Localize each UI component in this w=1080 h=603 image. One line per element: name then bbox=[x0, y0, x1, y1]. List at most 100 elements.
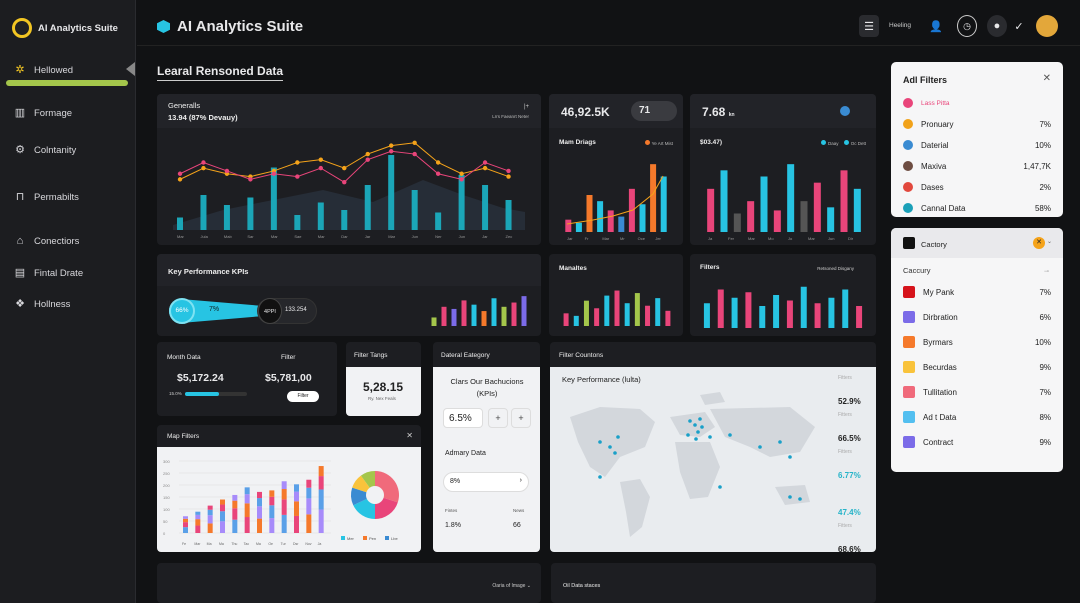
map-filters-bar bbox=[207, 523, 213, 533]
fc-row-label: Fitters bbox=[838, 412, 852, 418]
category-row[interactable]: Dirbration 6% bbox=[903, 311, 1051, 323]
month-title-2: Filter bbox=[281, 354, 296, 361]
sidebar-item-colntanity[interactable]: ⚙ Colntanity bbox=[14, 144, 76, 156]
generals-note: Lrrs Faeanrt Neter bbox=[492, 114, 529, 119]
fc-row-label: Fitters bbox=[838, 375, 852, 381]
add-button-2[interactable]: + bbox=[511, 408, 531, 428]
map-filters-pie: Mer Pen Lbe bbox=[341, 471, 399, 541]
stat2-bar bbox=[733, 213, 741, 232]
profile-icon[interactable]: ● bbox=[987, 15, 1007, 37]
user-add-icon[interactable]: 👤 bbox=[929, 20, 943, 33]
adl-filter-label: Pronuary bbox=[921, 119, 954, 129]
month-value-2: $5,781,00 bbox=[265, 372, 312, 384]
category-value: 10% bbox=[1034, 337, 1051, 347]
y-tick-label: 150 bbox=[163, 495, 170, 500]
map-filters-bar bbox=[244, 503, 250, 518]
filters-bar bbox=[773, 295, 780, 328]
sidebar: AI Analytics Suite ✲ Hellowed ▥ Formage ⚙ C… bbox=[0, 0, 136, 603]
check-icon[interactable]: ✓ bbox=[1014, 20, 1024, 33]
x-tick-label: Fe bbox=[182, 542, 186, 546]
avatar-icon bbox=[903, 161, 913, 171]
add-button-1[interactable]: + bbox=[488, 408, 508, 428]
sidebar-item-fintal-drate[interactable]: ▤ Fintal Drate bbox=[14, 267, 83, 279]
continent-shape bbox=[675, 442, 720, 499]
help-link[interactable]: Heeling bbox=[889, 22, 912, 29]
sidebar-item-conectiors[interactable]: ⌂ Conectiors bbox=[14, 235, 80, 247]
map-title: Key Performance (lulta) bbox=[562, 375, 641, 384]
category-label: Tullitation bbox=[923, 387, 957, 397]
category-row[interactable]: My Pank 7% bbox=[903, 286, 1051, 298]
chevron-right-icon: › bbox=[519, 477, 522, 484]
toggle-icon[interactable]: ⊸ bbox=[1043, 269, 1049, 275]
app-title: AI Analytics Suite bbox=[157, 18, 303, 35]
category-row[interactable]: Tullitation 7% bbox=[903, 386, 1051, 398]
world-map[interactable] bbox=[560, 387, 830, 547]
filters-bar bbox=[856, 306, 863, 328]
sidebar-item-formage[interactable]: ▥ Formage bbox=[14, 107, 72, 119]
adl-filter-row[interactable]: Daterial 10% bbox=[903, 140, 1051, 150]
filters-title: Filters bbox=[700, 264, 720, 271]
chevron-down-icon[interactable]: ⌄ bbox=[1047, 239, 1053, 245]
category-label: Becurdas bbox=[923, 362, 957, 372]
generals-bar bbox=[505, 200, 512, 230]
x-tick-label: Oe bbox=[268, 542, 273, 546]
adl-filter-row[interactable]: Cannal Data 58% bbox=[903, 203, 1051, 213]
map-filters-bar bbox=[318, 476, 324, 490]
category-close-icon[interactable]: ✕ bbox=[1033, 237, 1045, 249]
adl-filter-row[interactable]: Lass Pitta bbox=[903, 98, 1051, 108]
list-icon[interactable]: ☰ bbox=[859, 15, 879, 37]
hexagon-logo-icon bbox=[157, 20, 170, 33]
dateral-foot-lv: 1.8% bbox=[445, 522, 461, 529]
avatar[interactable] bbox=[1036, 15, 1058, 37]
stat1-bar bbox=[597, 201, 604, 232]
sidebar-item-hellowed[interactable]: ✲ Hellowed bbox=[14, 64, 73, 76]
stat1-bar bbox=[586, 195, 593, 232]
stat1-legend: Ye Art Mist bbox=[644, 140, 673, 146]
category-row[interactable]: Becurdas 9% bbox=[903, 361, 1051, 373]
sidebar-item-hollness[interactable]: ❖ Hollness bbox=[14, 298, 70, 310]
brand[interactable]: AI Analytics Suite bbox=[12, 18, 118, 38]
generals-note-icon[interactable]: |+ bbox=[523, 104, 529, 110]
category-row[interactable]: Contract 9% bbox=[903, 436, 1051, 448]
collapse-icon[interactable] bbox=[126, 62, 135, 76]
map-filters-bar bbox=[232, 519, 238, 533]
map-filters-bar bbox=[195, 519, 201, 526]
map-filters-bar bbox=[318, 489, 324, 510]
category-swatch-icon bbox=[903, 436, 915, 448]
map-filters-bar bbox=[195, 514, 201, 520]
stat1-trend-line bbox=[566, 175, 664, 225]
bottom-card-1-menu[interactable]: Oaria of Image ⌄ bbox=[492, 583, 531, 589]
x-tick-label: Zec bbox=[506, 234, 513, 239]
stat2-bar bbox=[827, 207, 835, 232]
kpi-seg-1[interactable]: 66% bbox=[169, 298, 195, 324]
filters-bar bbox=[717, 289, 724, 328]
dateral-pct[interactable]: 6.5% bbox=[443, 408, 483, 428]
month-filter-button[interactable]: Filter bbox=[287, 391, 319, 402]
sidebar-item-permabilts[interactable]: ⊓ Permabilts bbox=[14, 191, 79, 203]
category-row[interactable]: Ad t Data 8% bbox=[903, 411, 1051, 423]
stat2-bar bbox=[840, 170, 848, 232]
manaltes-bar bbox=[583, 300, 589, 326]
adl-filter-row[interactable]: Pronuary 7% bbox=[903, 119, 1051, 129]
filters-bar bbox=[759, 306, 766, 328]
adl-filter-row[interactable]: Maxiva 1,47,7K bbox=[903, 161, 1051, 171]
category-row[interactable]: Byrmars 10% bbox=[903, 336, 1051, 348]
map-marker bbox=[728, 433, 732, 437]
manaltes-bar bbox=[604, 295, 610, 326]
category-swatch-icon bbox=[903, 336, 915, 348]
stat2-legend-1: Daay bbox=[827, 141, 839, 146]
adl-filter-row[interactable]: Dases 2% bbox=[903, 182, 1051, 192]
dateral-adv-select[interactable]: 8% › bbox=[443, 472, 529, 492]
bottom-card-2-title: Oil Data staces bbox=[563, 583, 601, 589]
close-icon[interactable]: ✕ bbox=[1042, 73, 1051, 84]
stat1-badge[interactable]: 71 bbox=[631, 101, 677, 121]
clock-icon[interactable]: ◷ bbox=[957, 15, 977, 37]
legend-swatch bbox=[341, 536, 345, 540]
stat2-bar bbox=[853, 188, 861, 232]
dateral-foot-rv: 66 bbox=[513, 522, 521, 529]
fc-row-value: 47.4% bbox=[838, 508, 861, 517]
x-tick-label: Ma bbox=[207, 542, 212, 546]
close-icon[interactable]: ✕ bbox=[406, 431, 413, 440]
info-icon[interactable] bbox=[840, 106, 850, 116]
